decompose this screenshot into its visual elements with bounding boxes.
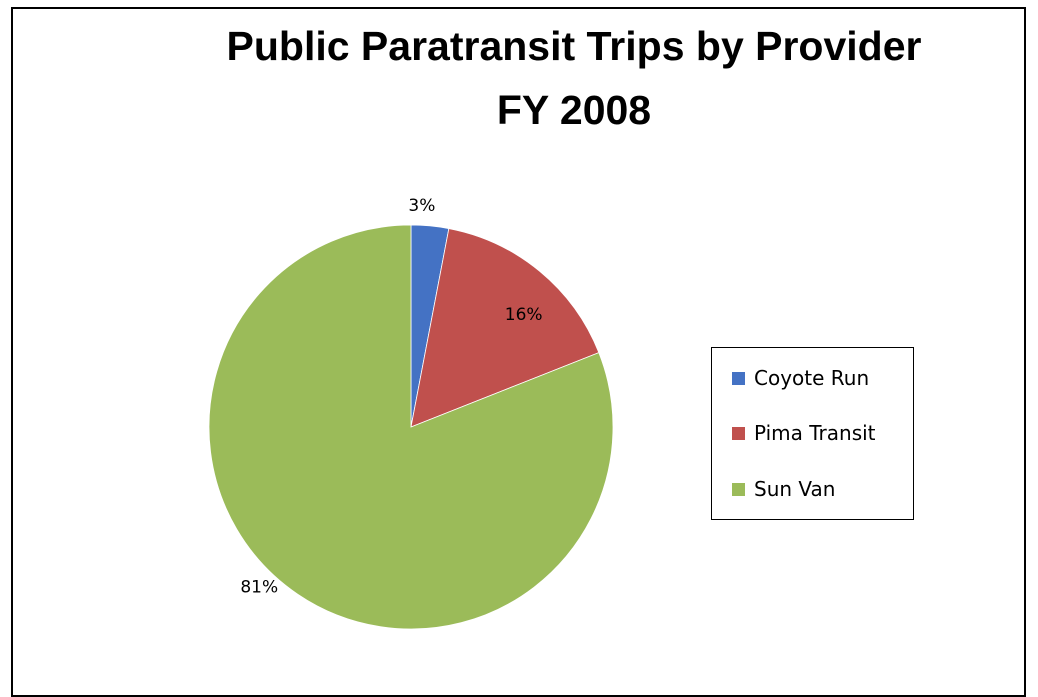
legend-item-pima-transit: Pima Transit <box>732 421 876 445</box>
legend-swatch-sun-van <box>732 482 745 496</box>
pie-slice-sun-van <box>208 224 614 630</box>
data-label-sun-van: 81% <box>240 577 278 597</box>
legend-item-coyote-run: Coyote Run <box>732 366 869 390</box>
legend-label-coyote-run: Coyote Run <box>754 366 870 390</box>
legend-label-pima-transit: Pima Transit <box>754 421 876 445</box>
legend-swatch-pima-transit <box>732 426 745 440</box>
legend-item-sun-van: Sun Van <box>732 477 835 501</box>
chart-legend: Coyote Run Pima Transit Sun Van <box>711 347 914 520</box>
data-label-coyote-run: 3% <box>408 196 435 216</box>
data-label-pima-transit: 16% <box>505 305 543 325</box>
chart-title-line-2: FY 2008 <box>496 87 652 133</box>
legend-label-sun-van: Sun Van <box>754 477 836 501</box>
pie-slice-pima-transit <box>410 228 600 428</box>
legend-swatch-coyote-run <box>732 371 745 385</box>
chart-title-line-1: Public Paratransit Trips by Provider <box>226 23 922 69</box>
